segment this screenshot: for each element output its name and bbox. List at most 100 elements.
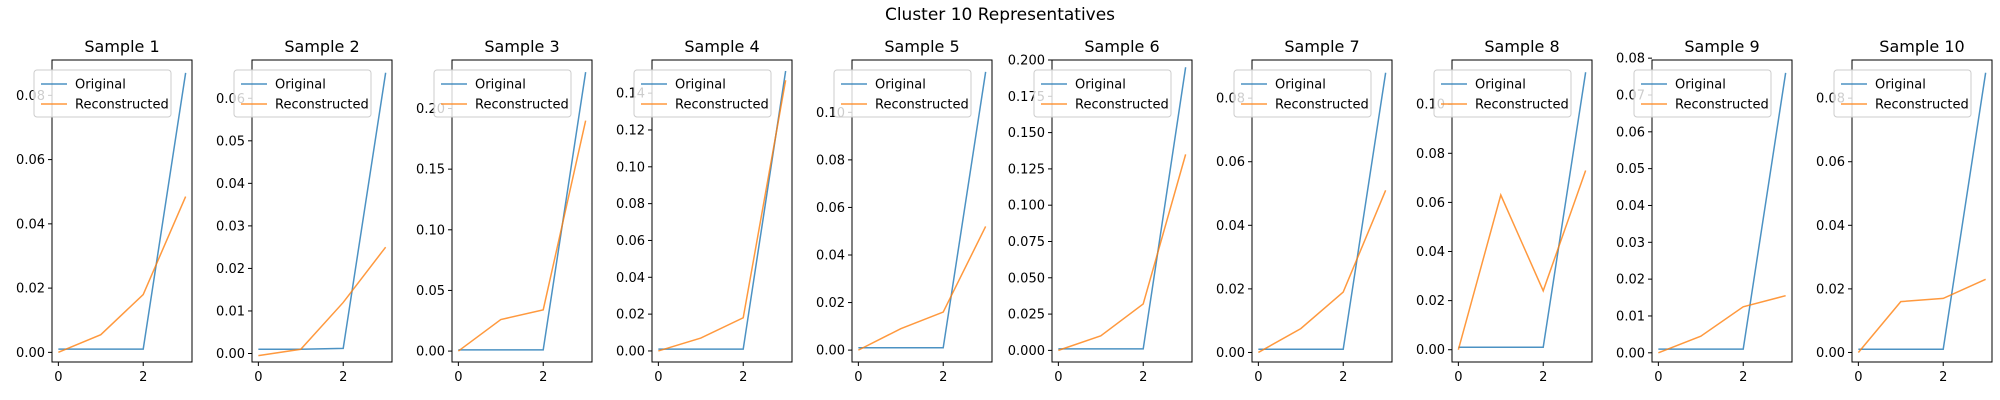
y-tick-label: 0.05 [1616,162,1645,177]
legend: Original Reconstructed [1233,69,1372,118]
x-tick-label: 0 [1654,370,1662,385]
y-tick-label: 0.10 [416,223,445,238]
y-tick-label: 0.02 [16,282,45,297]
subplot-title: Sample 5 [884,37,959,56]
y-tick-label: 0.00 [1816,346,1845,361]
y-tick-label: 0.00 [1216,346,1245,361]
legend-label: Original [1075,78,1126,93]
plot-area [1651,59,1793,363]
series-line-reconstructed [58,196,187,354]
x-tick-label: 2 [1139,370,1147,385]
y-tick-label: 0.12 [616,123,645,138]
legend-label: Original [675,78,726,93]
series-line-reconstructed [1058,154,1187,352]
y-tick-label: 0.02 [1616,273,1645,288]
legend: Original Reconstructed [233,69,372,118]
x-tick-label: 2 [739,370,747,385]
y-tick-label: 0.150 [1008,126,1045,141]
x-tick-label: 2 [339,370,347,385]
plot-area [651,59,793,363]
legend: Original Reconstructed [1633,69,1772,118]
x-tick-label: 0 [654,370,662,385]
y-tick-label: 0.00 [816,344,845,359]
y-tick-label: 0.02 [616,308,645,323]
y-tick-label: 0.04 [816,248,845,263]
x-tick-label: 0 [1854,370,1862,385]
y-tick-label: 0.00 [216,347,245,362]
x-tick-label: 2 [939,370,947,385]
series-line-original [658,70,787,350]
y-tick-label: 0.00 [1616,346,1645,361]
x-tick-label: 2 [539,370,547,385]
y-tick-label: 0.01 [1616,309,1645,324]
y-tick-label: 0.10 [616,160,645,175]
legend-label: Reconstructed [1875,98,1969,113]
series-line-reconstructed [1857,278,1986,353]
subplot-5: Sample 50.000.020.040.060.080.100 2Origin… [816,37,993,385]
legend: Original Reconstructed [1833,69,1972,118]
y-tick-label: 0.00 [616,344,645,359]
plot-area [451,59,593,363]
legend: Original Reconstructed [633,69,772,118]
subplot-2: Sample 20.000.010.020.030.040.050.060 2Or… [216,37,393,385]
series-line-original [1258,72,1387,351]
y-tick-label: 0.05 [416,284,445,299]
legend-label: Reconstructed [75,98,169,113]
legend-label: Reconstructed [275,98,369,113]
legend: Original Reconstructed [33,69,172,118]
y-tick-label: 0.025 [1008,308,1045,323]
x-tick-label: 0 [854,370,862,385]
x-tick-label: 2 [1939,370,1947,385]
series-line-reconstructed [457,120,587,352]
x-tick-label: 2 [1739,370,1747,385]
series-line-original [858,71,987,349]
series-line-reconstructed [1658,294,1786,354]
series-line-original [1658,72,1787,350]
y-tick-label: 0.02 [1216,282,1245,297]
plot-area [1851,59,1993,363]
y-tick-label: 0.08 [1616,52,1645,67]
y-tick-label: 0.04 [1216,219,1245,234]
y-tick-label: 0.02 [216,262,245,277]
subplot-6: Sample 6 0.000 0.025 0.050 0.075 0.100 0.125 0.… [1008,37,1193,385]
legend-label: Original [1475,78,1526,93]
subplot-10: Sample 100.000.020.040.060.080 2OriginalR… [1816,37,1993,385]
y-tick-label: 0.06 [816,201,845,216]
legend: Original Reconstructed [833,69,972,118]
y-tick-label: 0.03 [216,219,245,234]
y-tick-label: 0.08 [1416,147,1445,162]
y-tick-label: 0.01 [216,304,245,319]
legend-box [1233,69,1372,118]
y-tick-label: 0.04 [1416,245,1445,260]
y-tick-label: 0.02 [1416,294,1445,309]
x-tick-label: 0 [454,370,462,385]
legend-label: Reconstructed [875,98,969,113]
series-line-original [458,72,587,351]
y-tick-label: 0.000 [1008,344,1045,359]
legend-label: Original [1875,78,1926,93]
legend-box [833,69,972,118]
legend-label: Original [75,78,126,93]
legend-label: Reconstructed [475,98,569,113]
y-tick-label: 0.06 [1616,125,1645,140]
series-line-reconstructed [658,80,787,352]
y-tick-label: 0.075 [1008,235,1045,250]
x-tick-label: 0 [1254,370,1262,385]
y-tick-label: 0.03 [1616,236,1645,251]
legend: Original Reconstructed [1033,69,1172,118]
subplot-title: Sample 9 [1684,37,1759,56]
y-tick-label: 0.02 [1816,282,1845,297]
series-line-reconstructed [258,246,387,357]
y-tick-label: 0.04 [616,271,645,286]
series-line-original [58,72,187,350]
y-tick-label: 0.06 [1816,155,1845,170]
legend-box [1033,69,1172,118]
y-tick-label: 0.100 [1008,199,1045,214]
y-tick-label: 0.050 [1008,271,1045,286]
panels: Sample 1 0.00 0.02 0.04 0.06 0.08 0 2 Original Re… [16,37,1993,385]
subplot-title: Sample 1 [84,37,159,56]
series-line-reconstructed [1457,170,1587,350]
y-tick-label: 0.04 [1616,199,1645,214]
y-tick-label: 0.00 [1416,343,1445,358]
